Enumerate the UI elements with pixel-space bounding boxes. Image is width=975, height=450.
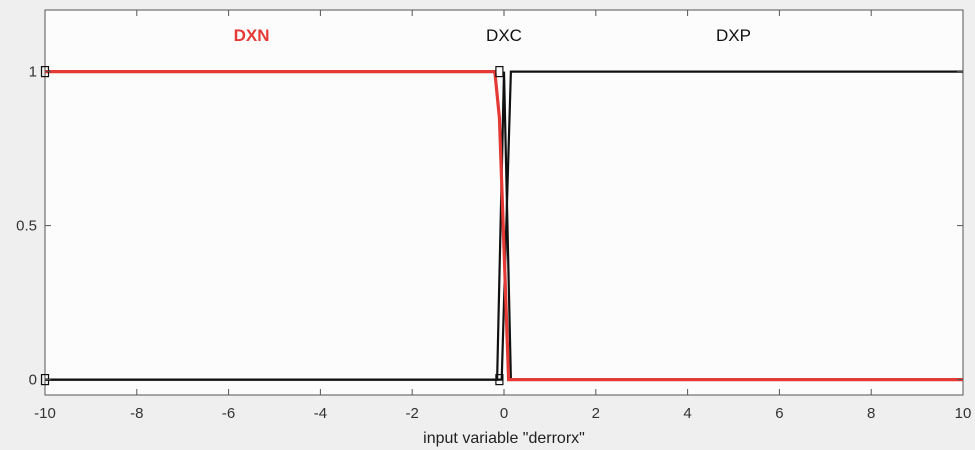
x-axis-label: input variable "derrorx" [423, 430, 585, 447]
vertex-handle[interactable] [495, 374, 504, 386]
series-line-dxn[interactable] [45, 70, 963, 382]
series-label-layer: DXN DXC DXP [234, 26, 751, 45]
x-tick-label: -10 [34, 405, 56, 422]
x-tick-label: 2 [592, 405, 600, 422]
x-tick-label: 10 [955, 405, 972, 422]
x-tick-label: 4 [683, 405, 691, 422]
x-tick-label: -6 [222, 405, 235, 422]
series-layer [45, 70, 963, 382]
series-label-dxn[interactable]: DXN [234, 26, 270, 45]
x-tick-label: 6 [775, 405, 783, 422]
y-tick-label: 0 [29, 372, 37, 389]
vertex-handle[interactable] [495, 65, 504, 78]
x-tick-label: 0 [500, 405, 508, 422]
series-label-dxp[interactable]: DXP [716, 26, 751, 45]
series-line-dxp[interactable] [45, 70, 963, 381]
x-tick-label: 8 [867, 405, 875, 422]
y-tick-label: 1 [29, 64, 37, 81]
x-tick-label: -2 [406, 405, 419, 422]
y-tick-label: 0.5 [16, 218, 37, 235]
handle-layer [40, 65, 504, 386]
x-axis-ticks: -10 -8 -6 -4 -2 0 2 4 6 8 10 [34, 10, 971, 422]
series-label-dxc[interactable]: DXC [486, 26, 522, 45]
x-tick-label: -8 [130, 405, 143, 422]
x-tick-label: -4 [314, 405, 327, 422]
y-axis-ticks: 00.51 [16, 64, 963, 389]
